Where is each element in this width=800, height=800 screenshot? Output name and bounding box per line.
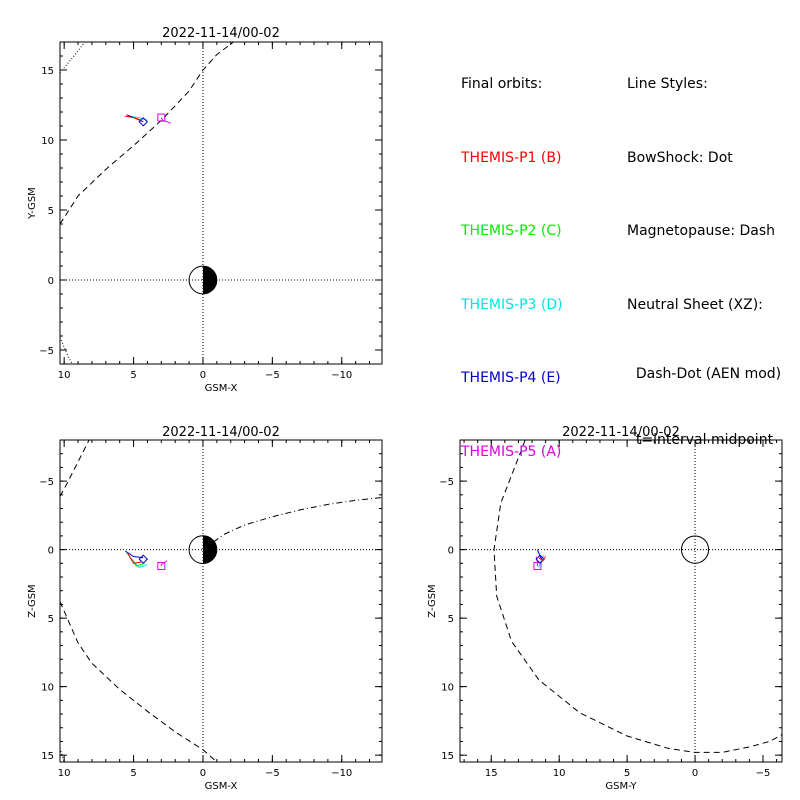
legend-title: Final orbits:: [461, 76, 543, 92]
y-tick-label: 15: [41, 751, 54, 762]
earth-icon: [188, 535, 218, 564]
y-tick-label: 10: [41, 136, 54, 147]
x-tick-label: 10: [58, 370, 71, 381]
style-entry-midpoint: t=interval midpoint: [627, 432, 774, 448]
legend-title: Line Styles:: [627, 76, 708, 92]
plot-frame: [459, 439, 783, 763]
style-entry-dashdot: Dash-Dot (AEN mod): [627, 366, 782, 382]
neutral-sheet-curve: [202, 497, 382, 551]
panel-xz: 2022-11-14/00-02 10 5 0 −5 −10 −5 0 5 10 15 GSM-X…: [27, 425, 383, 792]
x-tick-label: 5: [130, 768, 136, 779]
y-tick-label: −5: [39, 477, 54, 488]
model-curves: [60, 42, 234, 364]
style-entry-neutral-sheet: Neutral Sheet (XZ):: [627, 296, 763, 313]
earth-night-side: [202, 535, 217, 564]
orbit-marker-square: [157, 113, 166, 122]
x-tick-label: 0: [200, 768, 206, 779]
magnetopause-curve: [60, 601, 218, 762]
x-axis-label: GSM-Y: [605, 781, 637, 792]
orbit-legend: Final orbits: THEMIS-P1 (B) THEMIS-P2 (C…: [461, 23, 563, 489]
x-tick-label: 0: [200, 370, 206, 381]
axis-ticks: 10 5 0 −5 −10 −5 0 5 10 15: [39, 439, 382, 779]
magnetopause-curve: [60, 42, 234, 225]
y-tick-label: 5: [48, 206, 54, 217]
orbit-p1: [127, 553, 142, 564]
bowshock-curve: [60, 42, 86, 74]
plot-area: 10 5 0 −5 −10 −5 0 5 10 15: [39, 439, 383, 779]
orbit-p5: [160, 560, 168, 567]
magnetopause-curve: [493, 440, 782, 753]
plot-frame: [59, 439, 383, 763]
orbit-p1: [538, 556, 547, 562]
orbit-tracks: [533, 549, 547, 571]
y-tick-label: 15: [441, 751, 454, 762]
y-tick-label: 10: [41, 683, 54, 694]
x-tick-label: 15: [485, 768, 498, 779]
panel-title: 2022-11-14/00-02: [162, 26, 280, 41]
panel-xy: 2022-11-14/00-02 10 5 0 −5 −10 −5 0 5 10 15 GSM-X…: [27, 26, 383, 394]
y-axis-label: Z-GSM: [27, 584, 38, 617]
y-axis-label: Y-GSM: [27, 187, 38, 220]
y-tick-label: 10: [441, 683, 454, 694]
y-tick-label: 0: [448, 546, 454, 557]
orbit-marker-square: [533, 562, 542, 571]
orbit-marker-square: [157, 562, 166, 571]
legend-entry-p4: THEMIS-P4 (E): [461, 370, 561, 386]
bowshock-curve: [60, 337, 73, 364]
orbit-p4: [124, 550, 144, 559]
orbit-p5: [160, 117, 172, 124]
y-tick-label: 15: [41, 66, 54, 77]
orbit-tracks: [125, 113, 172, 127]
orbit-marker-diamond: [535, 554, 545, 564]
line-style-legend: Line Styles: BowShock: Dot Magnetopause:…: [627, 23, 781, 474]
model-curves: [493, 440, 782, 753]
panel-title: 2022-11-14/00-02: [562, 425, 680, 440]
legend-entry-p1: THEMIS-P1 (B): [461, 149, 562, 166]
x-tick-label: 10: [58, 768, 71, 779]
style-entry-bowshock: BowShock: Dot: [627, 149, 733, 166]
y-tick-label: 5: [448, 614, 454, 625]
plot-area: 15 10 5 0 −5 −5 0 5 10 15: [439, 439, 783, 779]
panel-title: 2022-11-14/00-02: [162, 425, 280, 440]
x-tick-label: −10: [331, 370, 352, 381]
y-tick-label: −5: [439, 477, 454, 488]
earth-icon: [680, 535, 710, 564]
x-axis-label: GSM-X: [205, 383, 238, 394]
orbit-tracks: [124, 550, 168, 571]
x-tick-label: 0: [692, 768, 698, 779]
x-tick-label: −5: [265, 370, 280, 381]
earth-icon: [188, 265, 218, 295]
x-tick-label: 10: [553, 768, 566, 779]
x-tick-label: 5: [130, 370, 136, 381]
model-curves: [60, 440, 382, 762]
y-tick-label: 5: [48, 614, 54, 625]
x-tick-label: −10: [331, 768, 352, 779]
y-tick-label: −5: [39, 346, 54, 357]
orbit-p1: [125, 115, 143, 121]
style-entry-magnetopause: Magnetopause: Dash: [627, 223, 776, 239]
y-tick-label: 0: [48, 546, 54, 557]
plot-frame: [59, 41, 383, 365]
legend-entry-p5: THEMIS-P5 (A): [461, 443, 562, 460]
y-tick-label: 0: [48, 276, 54, 287]
axis-ticks: 15 10 5 0 −5 −5 0 5 10 15: [439, 439, 782, 779]
orbit-p4: [536, 549, 544, 561]
x-tick-label: 5: [624, 768, 630, 779]
x-tick-label: −5: [265, 768, 280, 779]
x-tick-label: −5: [756, 768, 771, 779]
legend-entry-p2: THEMIS-P2 (C): [461, 223, 562, 239]
plot-area: 10 5 0 −5 −10 −5 0 5 10 15: [39, 41, 383, 381]
x-axis-label: GSM-X: [205, 781, 238, 792]
orbit-marker-diamond: [138, 554, 148, 564]
legend-entry-p3: THEMIS-P3 (D): [461, 296, 563, 313]
y-axis-label: Z-GSM: [427, 584, 438, 617]
axis-ticks: 10 5 0 −5 −10 −5 0 5 10 15: [39, 41, 382, 381]
magnetopause-curve: [60, 440, 90, 497]
earth-night-side: [202, 266, 217, 294]
